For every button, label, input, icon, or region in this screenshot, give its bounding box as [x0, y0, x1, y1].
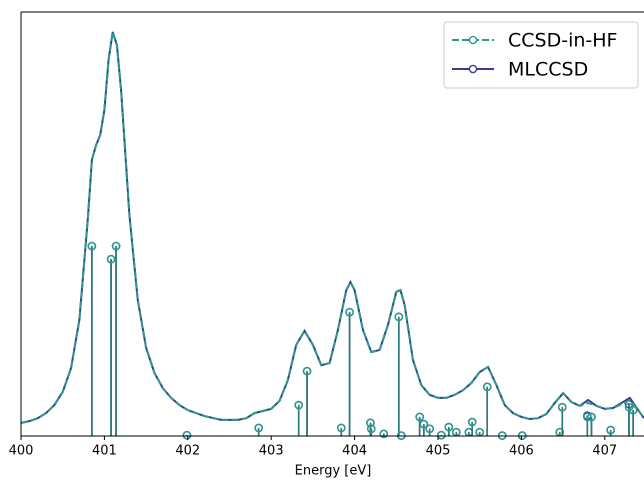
legend-marker — [468, 64, 478, 74]
stem-marker — [294, 400, 304, 410]
stem-marker — [557, 402, 567, 412]
stem-marker — [437, 430, 446, 440]
stem-marker — [467, 417, 477, 427]
legend-box — [443, 21, 639, 89]
legend-label: MLCCSD — [508, 59, 588, 81]
stem-marker — [444, 422, 454, 432]
spectrum-curve — [20, 31, 644, 424]
stem-marker — [425, 424, 434, 434]
x-tick-label: 401 — [92, 444, 117, 459]
stem-marker — [254, 423, 263, 433]
stem-marker — [419, 419, 429, 429]
stem-marker — [336, 423, 346, 433]
stem-marker — [366, 424, 376, 434]
stem-marker — [415, 412, 424, 422]
stem-marker — [345, 307, 354, 317]
stem-marker — [87, 241, 97, 251]
stem-marker — [482, 382, 492, 392]
stem-marker — [628, 405, 638, 415]
legend-marker — [468, 35, 478, 45]
x-tick-label: 404 — [342, 444, 367, 459]
x-tick-label: 402 — [175, 444, 200, 459]
x-tick-label: 400 — [9, 444, 34, 459]
stem-marker — [606, 425, 615, 435]
stem-marker — [379, 429, 389, 439]
stem-marker — [106, 254, 116, 264]
x-axis-label: Energy [eV] — [295, 464, 372, 479]
legend: CCSD-in-HF MLCCSD — [443, 21, 639, 89]
stem-marker — [366, 418, 375, 428]
spectrum-curve — [20, 31, 644, 424]
x-tick-label: 406 — [509, 444, 534, 459]
stem-marker — [302, 366, 312, 376]
stem-marker — [587, 412, 596, 422]
legend-label: CCSD-in-HF — [508, 30, 617, 52]
x-tick-label: 405 — [426, 444, 451, 459]
stem-marker — [182, 430, 192, 440]
stem-marker — [111, 241, 121, 251]
stem-marker — [394, 312, 404, 322]
x-tick-label: 407 — [592, 444, 617, 459]
plot-area — [20, 31, 644, 440]
x-tick-label: 403 — [259, 444, 284, 459]
